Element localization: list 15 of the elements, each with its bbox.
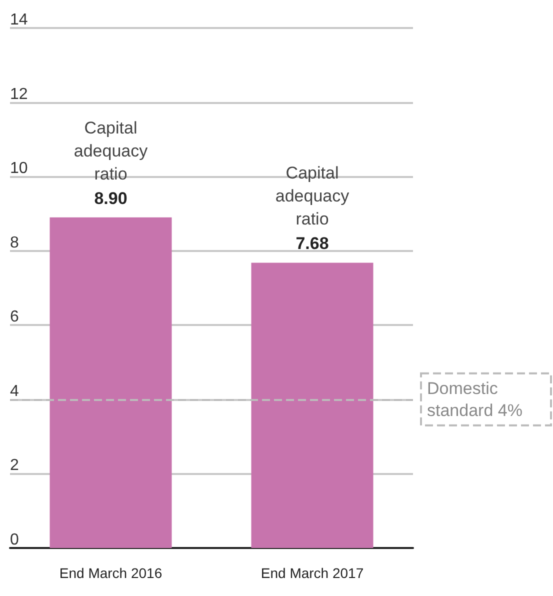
y-tick-label: 6	[10, 308, 19, 326]
y-tick-label: 12	[10, 86, 28, 103]
y-tick-label: 0	[10, 532, 19, 548]
y-tick-label: 2	[10, 457, 19, 474]
data-label: 7.68	[296, 234, 329, 254]
y-tick-label: 14	[10, 12, 28, 28]
x-tick-label: End March 2017	[260, 565, 364, 581]
y-tick-label: 4	[10, 382, 19, 400]
y-tick-label: 8	[10, 234, 19, 252]
data-label: 8.90	[94, 188, 128, 208]
text: Capital adequacy ratio	[275, 164, 350, 229]
x-tick-label: End March 2016	[59, 565, 162, 581]
series-label: Capital adequacy ratio	[74, 118, 148, 184]
ref-line-label: Domestic standard 4%	[427, 378, 522, 420]
y-tick-label: 10	[10, 160, 28, 178]
